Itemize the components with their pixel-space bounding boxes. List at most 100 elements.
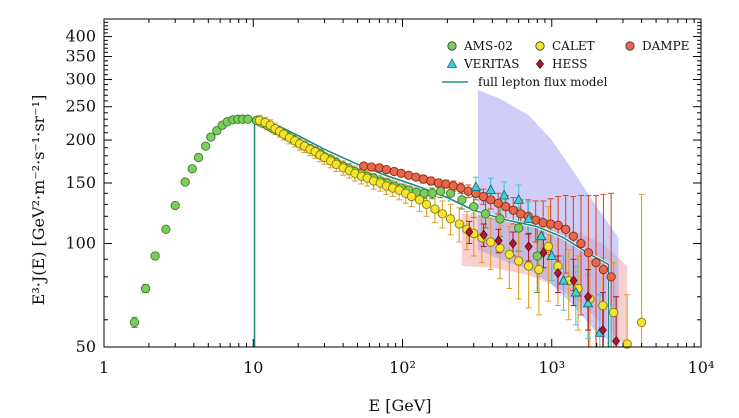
calet-point-48	[598, 300, 608, 311]
dampe-point-27	[561, 224, 571, 234]
dampe-point-9	[426, 176, 436, 186]
hess-point-10	[612, 335, 621, 347]
dampe-point-17	[486, 195, 496, 205]
dampe-point-0	[359, 161, 369, 171]
x-tick-label-3: 10³	[538, 358, 565, 377]
dampe-point-32	[598, 264, 609, 275]
veritas-point-6	[546, 250, 557, 260]
calet-point-51	[636, 317, 647, 327]
dampe-point-12	[448, 181, 458, 191]
veritas-point-3	[513, 193, 524, 204]
y-tick-label-4: 250	[65, 97, 96, 116]
legend-marker-calet	[535, 41, 545, 51]
calet-point-33	[454, 219, 464, 229]
hess-point-0	[465, 226, 474, 238]
calet-point-32	[445, 214, 456, 224]
calet-point-49	[609, 307, 619, 318]
veritas-point-1	[485, 184, 496, 195]
ams-02-point-0	[129, 317, 140, 327]
hess-point-1	[479, 229, 488, 240]
dampe-point-1	[366, 162, 377, 172]
veritas-point-2	[498, 189, 510, 200]
dampe-point-20	[508, 205, 518, 215]
dampe-point-29	[576, 238, 586, 249]
ams-02-point-53	[513, 223, 524, 233]
dampe-point-18	[493, 198, 503, 208]
calet-point-38	[495, 243, 505, 253]
dampe-point-26	[553, 220, 563, 230]
ams-02-point-49	[457, 195, 467, 205]
calet-point-28	[414, 195, 425, 205]
dampe-point-24	[538, 218, 548, 228]
hess-point-6	[553, 268, 562, 279]
hess-point-4	[524, 241, 533, 252]
x-tick-label-0: 1	[99, 358, 109, 377]
ams-02-point-8	[201, 141, 211, 151]
ams-02-point-10	[212, 126, 222, 136]
ams-02-point-54	[532, 251, 542, 261]
y-tick-label-6: 350	[65, 47, 96, 66]
legend-marker-ams-02	[447, 41, 457, 51]
dampe-point-28	[568, 231, 578, 241]
ams-02-point-51	[480, 209, 491, 219]
dampe-errorbar-29	[577, 194, 584, 316]
legend-label-veritas: VERITAS	[463, 57, 519, 71]
y-tick-label-2: 150	[65, 173, 96, 192]
dampe-point-30	[583, 248, 594, 258]
ams-02-point-5	[180, 177, 190, 187]
dampe-point-8	[418, 174, 429, 184]
ams-02-point-1	[140, 283, 151, 294]
calet-point-29	[421, 199, 432, 210]
dampe-point-5	[396, 168, 406, 179]
dampe-point-33	[606, 272, 616, 282]
y-axis-title: E³·J(E) [GeV²·m⁻²·s⁻¹·sr⁻¹]	[29, 95, 48, 306]
ams-02-point-47	[435, 186, 446, 196]
x-axis-title: E [GeV]	[368, 396, 431, 415]
hess-point-5	[539, 247, 548, 258]
veritas-point-7	[558, 274, 569, 285]
calet-point-37	[486, 237, 496, 247]
legend-marker-dampe	[625, 41, 635, 51]
hess-point-7	[569, 275, 578, 286]
veritas-point-9	[582, 297, 594, 308]
ams-02-point-16	[243, 114, 253, 124]
calet-point-40	[513, 256, 524, 266]
hess-point-9	[598, 324, 607, 336]
legend-label-hess: HESS	[552, 57, 587, 71]
calet-point-41	[523, 261, 534, 271]
dampe-point-14	[463, 186, 473, 196]
hess-point-3	[508, 238, 518, 249]
hess-point-8	[584, 291, 593, 302]
legend-label-ams-02: AMS-02	[463, 39, 513, 53]
ams-02-point-6	[187, 164, 197, 174]
veritas-point-4	[523, 212, 534, 223]
hess-point-2	[494, 235, 503, 246]
calet-point-43	[543, 241, 554, 252]
dampe-point-3	[381, 165, 392, 175]
y-tick-label-5: 300	[65, 70, 96, 89]
ams-02-point-52	[495, 214, 505, 224]
y-tick-label-0: 50	[76, 337, 96, 356]
x-tick-label-2: 10²	[389, 358, 416, 377]
y-tick-label-3: 200	[65, 130, 96, 149]
calet-point-42	[534, 264, 544, 275]
veritas-point-5	[535, 230, 547, 241]
calet-point-31	[437, 209, 448, 219]
ams-02-point-2	[150, 251, 160, 261]
legend-label-dampe: DAMPE	[642, 39, 689, 53]
ams-02-point-7	[193, 152, 204, 163]
dampe-point-11	[441, 179, 451, 189]
y-tick-label-7: 400	[65, 27, 96, 46]
ams-02-point-9	[206, 132, 216, 142]
x-tick-label-4: 10⁴	[688, 358, 715, 377]
calet-point-30	[430, 204, 440, 214]
y-tick-label-1: 100	[65, 234, 96, 253]
legend: AMS-02 CALET DAMPE VERITAS HESS full lepton f…	[442, 39, 689, 89]
ams-02-point-50	[469, 202, 479, 212]
dampe-point-19	[501, 202, 511, 212]
legend-label-full-lepton-flux-model: full lepton flux model	[478, 75, 608, 89]
veritas-point-8	[570, 286, 582, 297]
ams-02-point-4	[170, 200, 180, 211]
